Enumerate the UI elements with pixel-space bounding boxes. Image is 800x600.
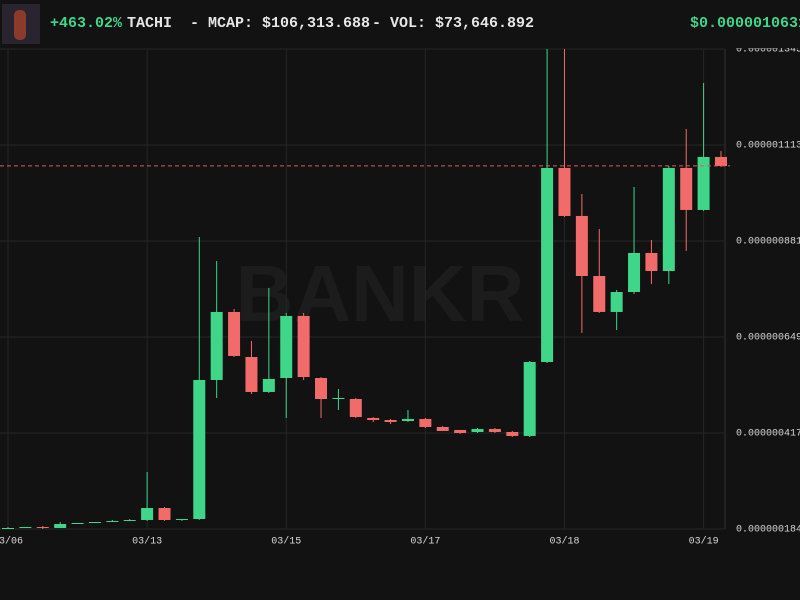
mcap: - MCAP: $106,313.688 (190, 15, 371, 32)
candle-body (419, 418, 432, 427)
x-tick-label: 03/06 (0, 536, 23, 548)
chart: BANKR 0.0000001848 0.000000417 0.000000649… (0, 48, 800, 548)
change: +463.02% (50, 15, 123, 32)
candle-body (610, 291, 623, 312)
y-tick-label: 0.0000013457 (736, 48, 800, 56)
candle-body (280, 315, 293, 378)
price: $0.0000010631 (690, 15, 800, 32)
x-tick-label: 03/13 (132, 536, 162, 548)
candle-body (88, 522, 101, 524)
y-tick-label: 0.0000008813 (736, 237, 800, 248)
y-tick-label: 0.000000417 (736, 429, 800, 440)
x-tick-label: 03/18 (549, 536, 579, 548)
candle-body (680, 167, 693, 210)
candle-body (541, 167, 554, 362)
candle-body (158, 507, 171, 520)
x-tick-label: 03/15 (271, 536, 301, 548)
candle-body (662, 167, 675, 271)
candle-body (315, 377, 328, 400)
candle-body (36, 527, 49, 529)
y-tick-label: 0.0000011135 (736, 141, 800, 152)
candle-body (19, 527, 32, 529)
watermark: BANKR (236, 249, 525, 338)
x-tick-label: 03/19 (689, 536, 719, 548)
candle-body (141, 507, 154, 520)
candle-body (645, 252, 658, 271)
header: +463.02% TACHI - MCAP: $106,313.688 - VO… (0, 0, 800, 48)
token-avatar (2, 4, 40, 44)
candle-body (349, 399, 362, 417)
candle-body (262, 378, 275, 392)
candle-body (628, 252, 641, 292)
candle-body (123, 519, 136, 521)
candle-body (245, 356, 258, 392)
candle-body (401, 418, 414, 422)
x-tick-label: 03/17 (410, 536, 440, 548)
volume: - VOL: $73,646.892 (372, 15, 535, 32)
candle-body (210, 311, 223, 380)
y-tick-label: 0.0000006492 (736, 333, 800, 344)
candle-body (106, 520, 119, 523)
candle-body (697, 156, 710, 210)
candle-body (488, 428, 501, 432)
candle-body (332, 397, 345, 400)
candle-body (367, 417, 380, 421)
candle-body (436, 426, 449, 431)
candle-body (384, 420, 397, 422)
candle-body (2, 528, 14, 530)
candle-body (471, 428, 484, 432)
candle-body (454, 429, 467, 433)
candle-body (297, 315, 310, 378)
candle-body (575, 215, 588, 276)
candle-body (506, 431, 519, 436)
symbol: TACHI (127, 15, 173, 32)
y-tick-label: 0.0000001848 (736, 525, 800, 536)
candle-body (193, 379, 206, 519)
candle-body (593, 275, 606, 312)
candle-body (71, 523, 84, 525)
candle-body (228, 311, 241, 356)
candle-body (558, 167, 571, 216)
candle-body (523, 361, 536, 436)
candle-body (175, 518, 188, 520)
candle-body (54, 523, 67, 529)
candle-body (714, 156, 727, 166)
